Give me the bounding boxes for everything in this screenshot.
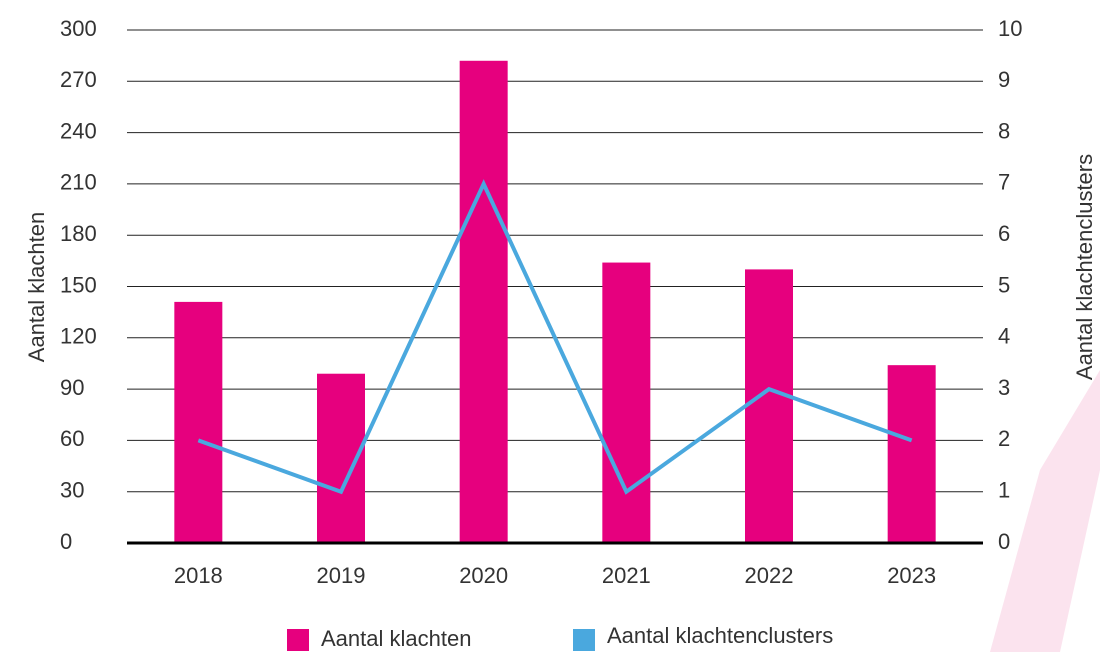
legend-label: Aantal klachtenclusters	[607, 623, 833, 648]
y-tick-label: 150	[60, 272, 97, 297]
legend-swatch	[287, 629, 309, 651]
x-tick-label: 2018	[174, 563, 223, 588]
y2-tick-label: 9	[998, 67, 1010, 92]
y-tick-label: 120	[60, 324, 97, 349]
x-tick-label: 2019	[317, 563, 366, 588]
bar	[602, 262, 651, 543]
y2-tick-label: 10	[998, 16, 1022, 41]
y2-axis-label: Aantal klachtenclusters	[1072, 154, 1097, 380]
bar	[459, 60, 508, 543]
x-tick-label: 2021	[602, 563, 651, 588]
y-tick-label: 30	[60, 478, 84, 503]
y2-tick-label: 6	[998, 221, 1010, 246]
y-tick-label: 300	[60, 16, 97, 41]
y2-tick-label: 5	[998, 272, 1010, 297]
y2-tick-label: 0	[998, 529, 1010, 554]
y2-tick-label: 8	[998, 118, 1010, 143]
y-tick-label: 210	[60, 170, 97, 195]
y-tick-label: 90	[60, 375, 84, 400]
decoration	[990, 370, 1100, 652]
legend-label: Aantal klachten	[321, 626, 471, 651]
y-axis-label: Aantal klachten	[24, 212, 49, 362]
bar	[174, 301, 223, 543]
legend-swatch	[573, 629, 595, 651]
x-tick-label: 2020	[459, 563, 508, 588]
x-tick-label: 2022	[745, 563, 794, 588]
y2-tick-label: 2	[998, 426, 1010, 451]
y2-tick-label: 7	[998, 170, 1010, 195]
x-tick-label: 2023	[887, 563, 936, 588]
y-tick-label: 270	[60, 67, 97, 92]
y2-tick-label: 1	[998, 478, 1010, 503]
bar	[745, 269, 793, 543]
y2-tick-label: 4	[998, 324, 1010, 349]
y-tick-label: 60	[60, 426, 84, 451]
y-tick-label: 180	[60, 221, 97, 246]
y2-tick-label: 3	[998, 375, 1010, 400]
line	[197, 179, 913, 495]
bar	[887, 365, 936, 543]
y-tick-label: 240	[60, 118, 97, 143]
y-tick-label: 0	[60, 529, 72, 554]
